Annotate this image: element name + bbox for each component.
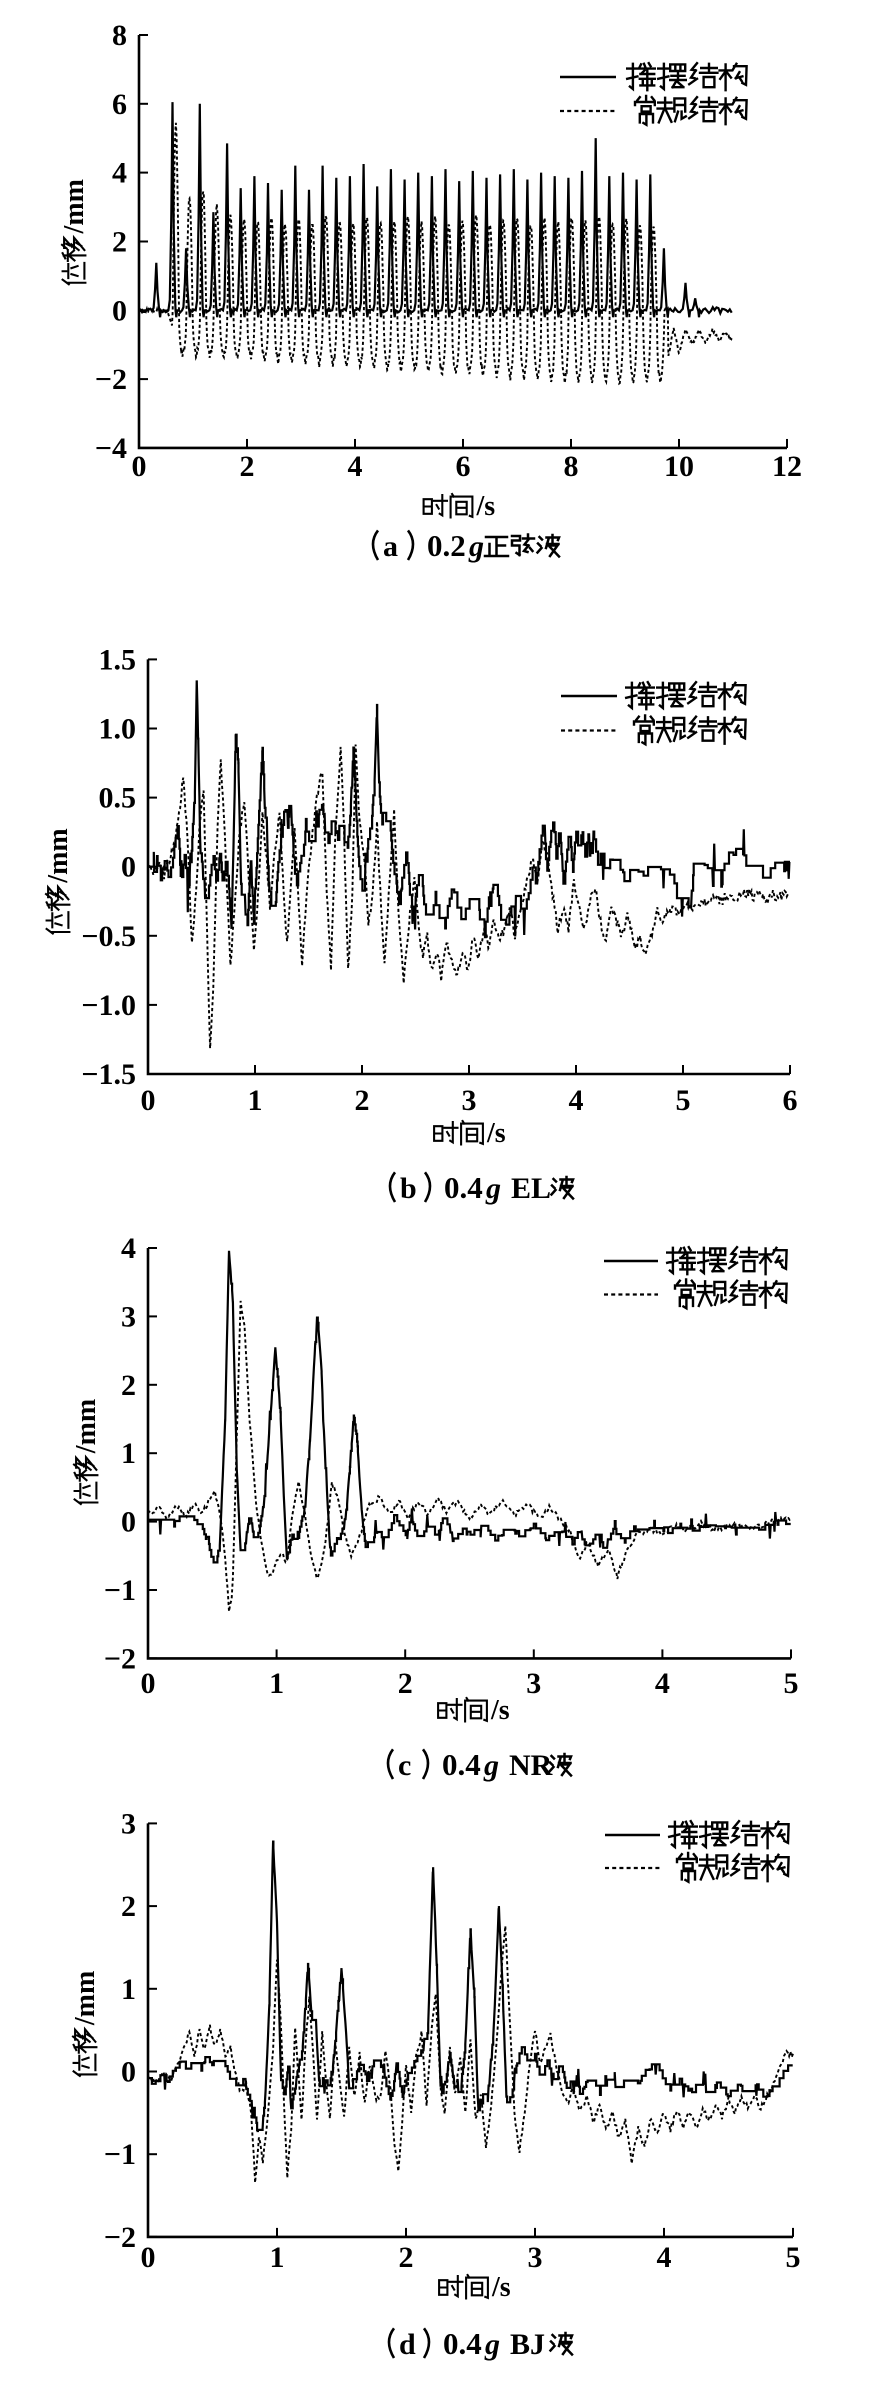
svg-text:g: g bbox=[483, 1749, 499, 1782]
svg-text:0: 0 bbox=[121, 1506, 136, 1539]
svg-text:4: 4 bbox=[121, 1232, 136, 1265]
svg-text:g: g bbox=[484, 2328, 500, 2361]
svg-text:6: 6 bbox=[112, 88, 127, 121]
svg-text:/s: /s bbox=[486, 1118, 506, 1149]
svg-text:4: 4 bbox=[657, 2241, 672, 2274]
svg-text:−1.0: −1.0 bbox=[81, 989, 136, 1022]
svg-text:0: 0 bbox=[141, 2241, 156, 2274]
svg-text:0.2: 0.2 bbox=[427, 528, 466, 563]
svg-text:5: 5 bbox=[786, 2241, 801, 2274]
svg-text:1: 1 bbox=[121, 1437, 136, 1470]
svg-text:0.5: 0.5 bbox=[99, 782, 137, 815]
svg-text:/mm: /mm bbox=[70, 1971, 101, 2026]
svg-text:3: 3 bbox=[528, 2241, 543, 2274]
svg-text:/mm: /mm bbox=[43, 828, 74, 883]
svg-text:0: 0 bbox=[121, 2056, 136, 2089]
svg-text:4: 4 bbox=[655, 1667, 670, 1700]
svg-text:c: c bbox=[398, 1749, 411, 1782]
svg-text:−2: −2 bbox=[95, 363, 127, 396]
svg-text:2: 2 bbox=[398, 1667, 413, 1700]
svg-text:2: 2 bbox=[121, 1369, 136, 1402]
svg-text:12: 12 bbox=[772, 450, 802, 483]
svg-text:1.0: 1.0 bbox=[99, 713, 137, 746]
svg-text:2: 2 bbox=[355, 1084, 370, 1117]
svg-text:4: 4 bbox=[112, 157, 127, 190]
svg-text:0.4: 0.4 bbox=[443, 2326, 482, 2361]
svg-text:/s: /s bbox=[476, 491, 496, 522]
svg-text:0: 0 bbox=[141, 1667, 156, 1700]
svg-text:b: b bbox=[400, 1172, 417, 1205]
svg-text:0: 0 bbox=[112, 294, 127, 327]
svg-text:6: 6 bbox=[783, 1084, 798, 1117]
svg-text:g: g bbox=[468, 530, 484, 563]
svg-text:2: 2 bbox=[399, 2241, 414, 2274]
svg-text:0: 0 bbox=[141, 1084, 156, 1117]
svg-text:/s: /s bbox=[491, 2272, 511, 2303]
svg-text:3: 3 bbox=[526, 1667, 541, 1700]
svg-text:6: 6 bbox=[456, 450, 471, 483]
svg-text:1.5: 1.5 bbox=[99, 643, 137, 676]
svg-text:1: 1 bbox=[270, 2241, 285, 2274]
svg-text:0.4: 0.4 bbox=[442, 1747, 481, 1782]
svg-text:−0.5: −0.5 bbox=[81, 920, 136, 953]
svg-text:5: 5 bbox=[784, 1667, 799, 1700]
svg-text:−1: −1 bbox=[104, 1574, 136, 1607]
svg-text:8: 8 bbox=[112, 19, 127, 52]
svg-text:/mm: /mm bbox=[71, 1399, 102, 1454]
svg-text:1: 1 bbox=[269, 1667, 284, 1700]
svg-text:g: g bbox=[485, 1172, 501, 1205]
svg-text:4: 4 bbox=[348, 450, 363, 483]
svg-text:5: 5 bbox=[676, 1084, 691, 1117]
svg-text:2: 2 bbox=[112, 226, 127, 259]
svg-text:3: 3 bbox=[121, 1807, 136, 1840]
svg-text:0: 0 bbox=[132, 450, 147, 483]
svg-text:0: 0 bbox=[121, 851, 136, 884]
svg-text:1: 1 bbox=[248, 1084, 263, 1117]
svg-text:0.4: 0.4 bbox=[444, 1170, 483, 1205]
svg-text:2: 2 bbox=[121, 1890, 136, 1923]
svg-text:−1: −1 bbox=[104, 2138, 136, 2171]
svg-text:1: 1 bbox=[121, 1973, 136, 2006]
svg-text:/mm: /mm bbox=[59, 179, 90, 234]
svg-text:a: a bbox=[383, 530, 398, 563]
svg-text:−4: −4 bbox=[95, 432, 127, 465]
svg-text:2: 2 bbox=[240, 450, 255, 483]
svg-text:3: 3 bbox=[462, 1084, 477, 1117]
svg-text:NR: NR bbox=[509, 1749, 553, 1782]
svg-text:EL: EL bbox=[511, 1172, 551, 1205]
svg-text:8: 8 bbox=[564, 450, 579, 483]
svg-text:−1.5: −1.5 bbox=[81, 1058, 136, 1091]
svg-text:−2: −2 bbox=[104, 1642, 136, 1675]
svg-text:d: d bbox=[399, 2328, 416, 2361]
svg-text:−2: −2 bbox=[104, 2221, 136, 2254]
svg-text:3: 3 bbox=[121, 1300, 136, 1333]
svg-text:4: 4 bbox=[569, 1084, 584, 1117]
svg-text:10: 10 bbox=[664, 450, 694, 483]
svg-text:/s: /s bbox=[490, 1695, 510, 1726]
svg-text:BJ: BJ bbox=[510, 2328, 545, 2361]
